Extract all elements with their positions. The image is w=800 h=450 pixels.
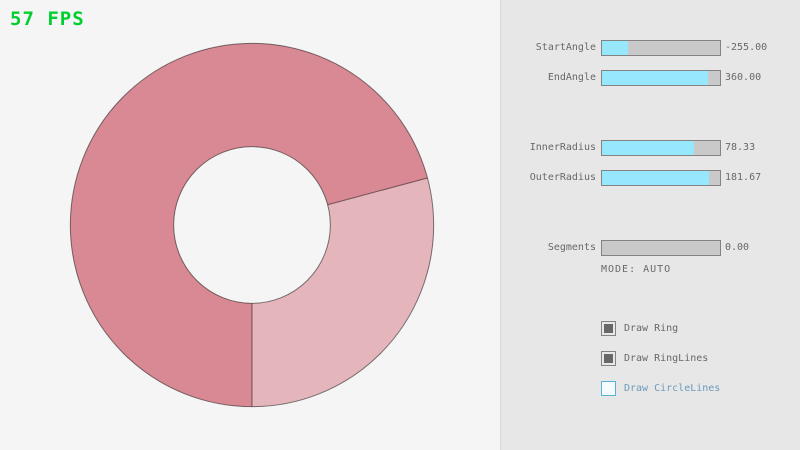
ring-boundary-line bbox=[327, 177, 428, 206]
outerradius-slider-fill bbox=[602, 171, 710, 185]
endangle-label: EndAngle bbox=[547, 72, 596, 83]
outerradius-slider-row: OuterRadius 181.67 bbox=[501, 170, 800, 186]
ring-single-drawn-segment bbox=[252, 177, 434, 407]
ring-inner-outline bbox=[173, 146, 331, 304]
innerradius-label: InnerRadius bbox=[529, 142, 596, 153]
segments-value: 0.00 bbox=[725, 242, 750, 253]
outerradius-label: OuterRadius bbox=[529, 172, 596, 183]
startangle-value: -255.00 bbox=[725, 42, 768, 53]
endangle-slider-row: EndAngle 360.00 bbox=[501, 70, 800, 86]
draw-circlelines-checkbox-row[interactable]: Draw CircleLines bbox=[601, 380, 720, 396]
startangle-slider-row: StartAngle -255.00 bbox=[501, 40, 800, 56]
draw-ringlines-checkbox[interactable] bbox=[601, 350, 616, 366]
draw-ring-checkbox[interactable] bbox=[601, 320, 616, 336]
endangle-value: 360.00 bbox=[725, 72, 762, 83]
outerradius-slider[interactable] bbox=[601, 170, 721, 186]
draw-ringlines-checkbox-row[interactable]: Draw RingLines bbox=[601, 350, 708, 366]
innerradius-slider-row: InnerRadius 78.33 bbox=[501, 140, 800, 156]
innerradius-slider-fill bbox=[602, 141, 695, 155]
ring-canvas bbox=[69, 42, 435, 408]
endangle-slider-fill bbox=[602, 71, 709, 85]
draw-ringlines-checkbox-label: Draw RingLines bbox=[624, 352, 709, 364]
startangle-slider-fill bbox=[602, 41, 628, 55]
segments-slider[interactable] bbox=[601, 240, 721, 256]
fps-counter: 57 FPS bbox=[10, 8, 85, 30]
ring-double-drawn-segment bbox=[70, 43, 428, 407]
startangle-slider[interactable] bbox=[601, 40, 721, 56]
outerradius-value: 181.67 bbox=[725, 172, 762, 183]
segments-slider-row: Segments 0.00 bbox=[501, 240, 800, 256]
draw-circlelines-checkbox[interactable] bbox=[601, 380, 616, 396]
draw-circlelines-checkbox-label: Draw CircleLines bbox=[624, 382, 721, 394]
segments-mode-label: MODE: AUTO bbox=[601, 264, 672, 275]
draw-ring-checkbox-row[interactable]: Draw Ring bbox=[601, 320, 678, 336]
endangle-slider[interactable] bbox=[601, 70, 721, 86]
innerradius-slider[interactable] bbox=[601, 140, 721, 156]
segments-label: Segments bbox=[547, 242, 596, 253]
innerradius-value: 78.33 bbox=[725, 142, 756, 153]
startangle-label: StartAngle bbox=[535, 42, 596, 53]
control-panel: StartAngle -255.00 EndAngle 360.00 Inner… bbox=[500, 0, 800, 450]
draw-ring-checkbox-label: Draw Ring bbox=[624, 322, 679, 334]
